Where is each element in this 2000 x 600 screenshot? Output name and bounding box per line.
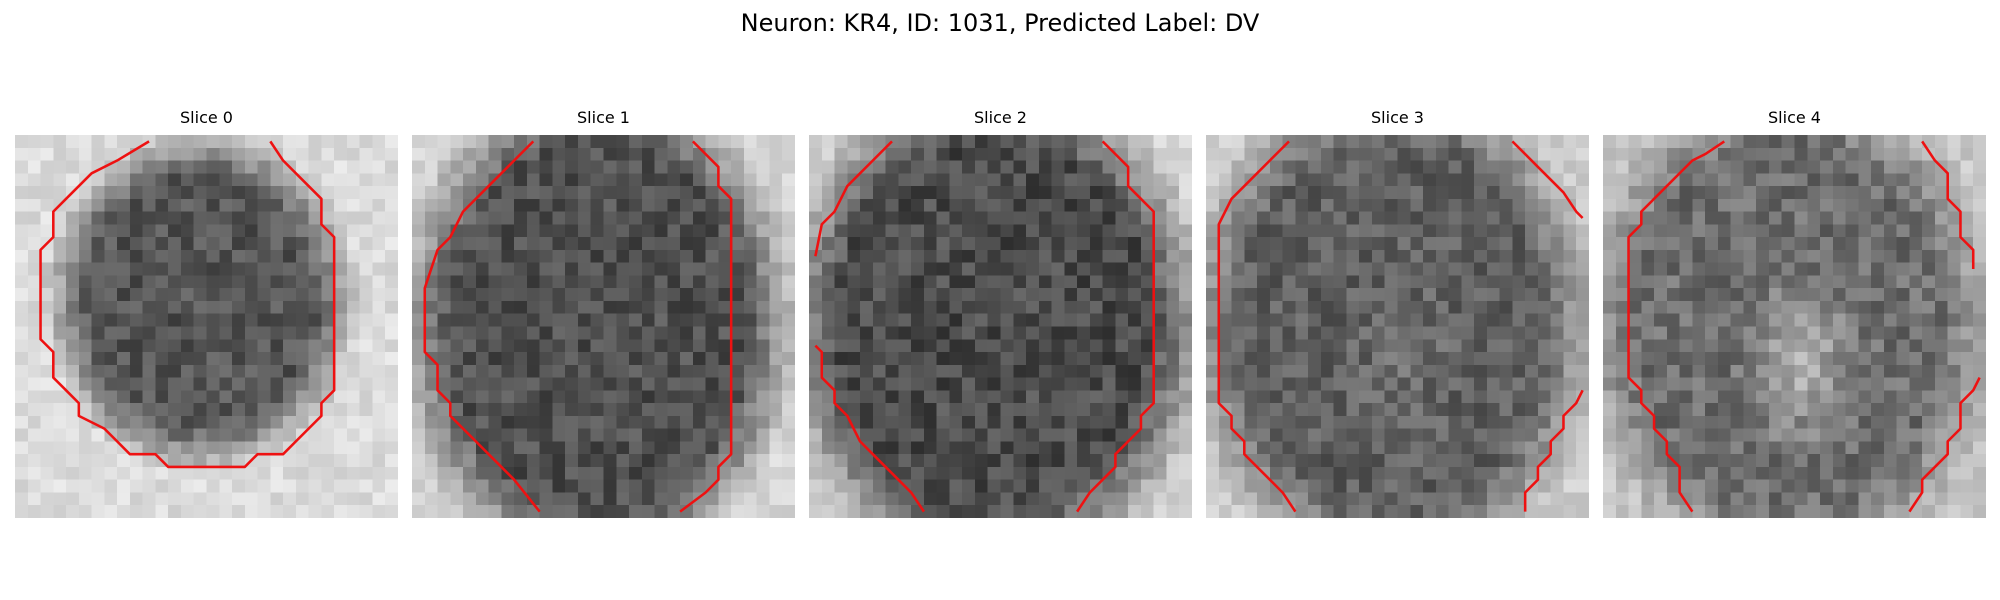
slice-title-1: Slice 1 [577, 108, 630, 127]
roi-contour-segment [1076, 140, 1155, 513]
slice-image-4 [1603, 135, 1986, 518]
slice-image-2 [809, 135, 1192, 518]
roi-contour-segment [1511, 140, 1584, 219]
pixel-grid [412, 135, 795, 518]
roi-contour [1217, 140, 1584, 513]
roi-contour-segment [1908, 376, 1981, 513]
pixel-grid [1603, 135, 1986, 518]
roi-contour-segment [1921, 140, 1975, 270]
slice-panel-0: Slice 0 [15, 107, 398, 518]
roi-contour [1627, 140, 1981, 513]
slice-title-3: Slice 3 [1371, 108, 1424, 127]
slice-title-0: Slice 0 [180, 108, 233, 127]
roi-contour-segment [423, 140, 541, 513]
pixel-grid [1206, 135, 1589, 518]
pixel-grid [15, 135, 398, 518]
roi-contour-segment [39, 140, 336, 469]
slice-image-0 [15, 135, 398, 518]
slice-title-2: Slice 2 [974, 108, 1027, 127]
slice-image-1 [412, 135, 795, 518]
roi-contour [423, 140, 733, 513]
roi-contour-segment [1523, 389, 1584, 512]
slice-panel-2: Slice 2 [809, 107, 1192, 518]
slice-panel-1: Slice 1 [412, 107, 795, 518]
roi-contour [39, 140, 336, 469]
pixel-grid [809, 135, 1192, 518]
figure-title: Neuron: KR4, ID: 1031, Predicted Label: … [740, 9, 1260, 37]
roi-contour-segment [1217, 140, 1297, 513]
roi-contour-segment [1627, 140, 1725, 513]
roi-contour [814, 140, 1155, 513]
slice-panel-3: Slice 3 [1206, 107, 1589, 518]
roi-contour-segment [679, 140, 733, 513]
slice-panel-4: Slice 4 [1603, 107, 1986, 518]
slice-image-3 [1206, 135, 1589, 518]
roi-contour-segment [814, 140, 893, 257]
slice-title-4: Slice 4 [1768, 108, 1821, 127]
roi-contour-segment [814, 344, 925, 513]
